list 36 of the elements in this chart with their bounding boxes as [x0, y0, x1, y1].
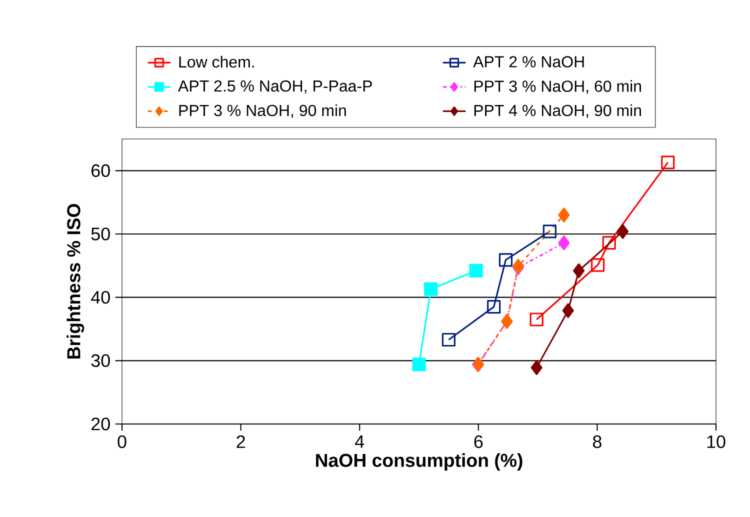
point — [661, 156, 675, 170]
x-tick-label: 8 — [592, 435, 602, 448]
y-tick-label: 30 — [91, 354, 110, 368]
x-tick-label: 4 — [355, 435, 364, 448]
point — [558, 235, 570, 250]
legend-label: APT 2.5 % NaOH, P-Paa-P — [178, 80, 372, 94]
point — [616, 224, 629, 239]
y-tick-label: 20 — [92, 418, 110, 430]
legend-label: PPT 4 % NaOH, 90 min — [474, 104, 641, 118]
x-axis-title: NaOH consumption (%) — [316, 453, 522, 471]
point — [590, 258, 605, 272]
point — [562, 303, 574, 318]
legend-label: PPT 3 % NaOH, 60 min — [474, 80, 641, 94]
y-tick-label: 60 — [92, 164, 110, 178]
legend-label: PPT 3 % NaOH, 90 min — [179, 104, 346, 118]
point — [572, 263, 585, 278]
x-tick-label: 0 — [118, 435, 126, 448]
x-tick-label: 2 — [236, 435, 245, 448]
legend-label: Low chem. — [179, 56, 254, 68]
y-axis-title: Brightness % ISO — [66, 204, 84, 359]
point — [442, 332, 456, 347]
y-tick-label: 40 — [91, 290, 110, 304]
point — [412, 358, 426, 372]
x-tick-label: 6 — [474, 435, 483, 448]
y-tick-label: 50 — [91, 228, 110, 240]
point — [424, 282, 438, 296]
point — [558, 208, 570, 222]
point — [542, 224, 556, 238]
x-tick-label: 10 — [707, 435, 726, 448]
point — [487, 300, 501, 314]
point — [469, 264, 483, 278]
point — [530, 312, 544, 326]
legend-label: APT 2 % NaOH — [473, 56, 584, 68]
point — [498, 253, 513, 267]
point — [602, 236, 616, 250]
point — [530, 360, 542, 376]
